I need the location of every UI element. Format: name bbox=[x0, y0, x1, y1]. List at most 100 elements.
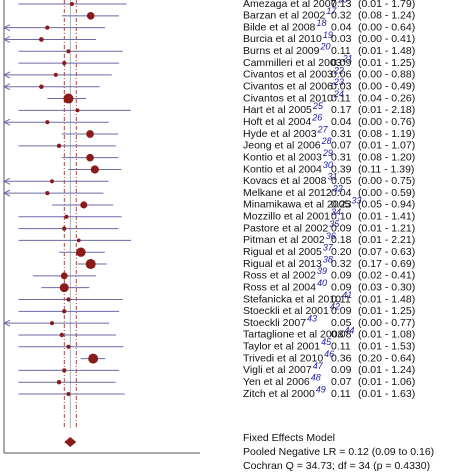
estimate-label: 0.39 bbox=[331, 163, 352, 175]
ci-arrow bbox=[2, 24, 11, 32]
study-ref: 37 bbox=[323, 243, 334, 253]
estimate-marker bbox=[76, 247, 86, 257]
study-ref: 46 bbox=[324, 349, 334, 359]
estimate-label: 0.31 bbox=[331, 151, 352, 163]
study-ref: 41 bbox=[342, 290, 352, 300]
study-ref: 31 bbox=[327, 172, 337, 182]
estimate-marker bbox=[76, 238, 81, 243]
estimate-marker bbox=[69, 2, 74, 6]
study-name: Stefanicka et al 2010 bbox=[243, 293, 341, 305]
ci-label: (0.08 - 1.20) bbox=[358, 151, 415, 163]
estimate-marker bbox=[56, 143, 62, 149]
estimate-marker bbox=[66, 297, 71, 302]
estimate-label: 0.09 bbox=[331, 270, 352, 282]
estimate-label: 0.32 bbox=[331, 10, 352, 22]
estimate-marker bbox=[62, 60, 67, 66]
ci-label: (0.05 - 0.94) bbox=[358, 199, 415, 211]
estimate-label: 0.06 bbox=[331, 69, 352, 81]
estimate-marker bbox=[66, 49, 71, 54]
estimate-label: 0.09 bbox=[331, 281, 352, 293]
estimate-marker bbox=[62, 309, 67, 314]
estimate-label: 0.09 bbox=[331, 364, 352, 376]
estimate-marker bbox=[56, 380, 62, 385]
estimate-label: 0.11 bbox=[331, 341, 351, 353]
ci-label: (0.01 - 2.18) bbox=[358, 104, 415, 116]
ci-label: (0.01 - 1.79) bbox=[358, 0, 415, 10]
estimate-marker bbox=[45, 25, 50, 30]
estimate-label: 0.04 bbox=[331, 187, 352, 199]
study-name: Kovacs et al 2008 bbox=[243, 175, 327, 187]
ci-label: (0.00 - 0.76) bbox=[358, 116, 415, 128]
study-name: Pitman et al 2002 bbox=[243, 234, 325, 246]
study-ref: 23 bbox=[333, 77, 344, 87]
estimate-label: 0.07 bbox=[331, 376, 352, 388]
ci-label: (0.01 - 2.21) bbox=[358, 234, 415, 246]
estimate-marker bbox=[62, 368, 67, 373]
ci-label: (0.07 - 0.63) bbox=[358, 246, 415, 258]
ci-label: (0.00 - 0.88) bbox=[358, 69, 415, 81]
estimate-label: 0.03 bbox=[331, 81, 352, 93]
ci-label: (0.01 - 1.25) bbox=[358, 57, 415, 69]
ci-label: (0.08 - 1.24) bbox=[358, 10, 415, 22]
ci-label: (0.02 - 0.41) bbox=[358, 270, 415, 282]
study-name: Trivedi et al 2010 bbox=[243, 352, 323, 364]
study-name: Civantos et al 2006 bbox=[243, 81, 333, 93]
ci-label: (0.20 - 0.64) bbox=[358, 352, 415, 364]
estimate-marker bbox=[38, 37, 44, 42]
ci-arrow bbox=[2, 36, 11, 43]
study-name: Cammilleri et al 2003 bbox=[243, 57, 342, 69]
estimate-marker bbox=[39, 84, 44, 89]
ci-label: (0.01 - 1.24) bbox=[358, 364, 415, 376]
estimate-label: 0.04 bbox=[331, 116, 352, 128]
estimate-marker bbox=[60, 272, 68, 280]
estimate-label: 0.05 bbox=[331, 175, 352, 187]
estimate-label: 0.31 bbox=[331, 128, 352, 140]
ci-label: (0.01 - 1.48) bbox=[358, 45, 415, 57]
study-name: Stoeckli et al 2001 bbox=[243, 305, 329, 317]
ci-arrow bbox=[2, 118, 11, 126]
ci-label: (0.11 - 1.39) bbox=[358, 163, 414, 175]
estimate-label: 0.04 bbox=[331, 21, 352, 33]
ci-label: (0.03 - 0.30) bbox=[358, 281, 415, 293]
study-ref: 29 bbox=[322, 148, 333, 158]
estimate-marker bbox=[80, 201, 88, 209]
estimate-marker bbox=[62, 226, 67, 231]
study-ref: 30 bbox=[323, 160, 333, 170]
ci-label: (0.01 - 1.25) bbox=[358, 305, 415, 317]
ci-label: (0.01 - 1.07) bbox=[358, 140, 415, 152]
ci-arrow bbox=[2, 319, 11, 327]
estimate-marker bbox=[85, 259, 96, 270]
study-name: Burns et al 2009 bbox=[243, 45, 320, 57]
study-ref: 32 bbox=[333, 183, 343, 193]
study-ref: 43 bbox=[307, 314, 317, 324]
study-name: Jeong et al 2006 bbox=[243, 140, 321, 152]
study-name: Hoft et al 2004 bbox=[243, 116, 311, 128]
ci-label: (0.01 - 1.63) bbox=[358, 388, 415, 400]
study-name: Ross et al 2004 bbox=[243, 281, 316, 293]
study-ref: 20 bbox=[319, 42, 330, 52]
study-ref: 45 bbox=[321, 337, 332, 347]
study-ref: 34 bbox=[331, 207, 341, 217]
ci-label: (0.00 - 0.77) bbox=[358, 317, 415, 329]
study-ref: 17 bbox=[326, 6, 337, 16]
study-ref: 40 bbox=[317, 278, 327, 288]
study-ref: 39 bbox=[317, 266, 327, 276]
study-name: Stoeckli 2007 bbox=[243, 317, 306, 329]
estimate-marker bbox=[86, 12, 95, 20]
ci-label: (0.00 - 0.49) bbox=[358, 81, 415, 93]
ci-label: (0.00 - 0.59) bbox=[358, 187, 415, 199]
estimate-label: 0.11 bbox=[331, 293, 351, 305]
study-name: Mozzillo et al 2001 bbox=[243, 211, 330, 223]
pooled-label: Pooled Negative LR = 0.12 (0.09 to 0.16) bbox=[243, 446, 434, 458]
study-ref: 28 bbox=[321, 136, 332, 146]
estimate-label: 0.08 bbox=[331, 329, 352, 341]
ci-label: (0.01 - 1.48) bbox=[358, 293, 415, 305]
study-ref: 48 bbox=[311, 373, 321, 383]
estimate-label: 0.07 bbox=[331, 140, 352, 152]
study-ref: 24 bbox=[333, 89, 344, 99]
estimate-label: 0.03 bbox=[331, 33, 352, 45]
estimate-label: 0.11 bbox=[331, 92, 351, 104]
ci-label: (0.04 - 0.26) bbox=[358, 92, 415, 104]
